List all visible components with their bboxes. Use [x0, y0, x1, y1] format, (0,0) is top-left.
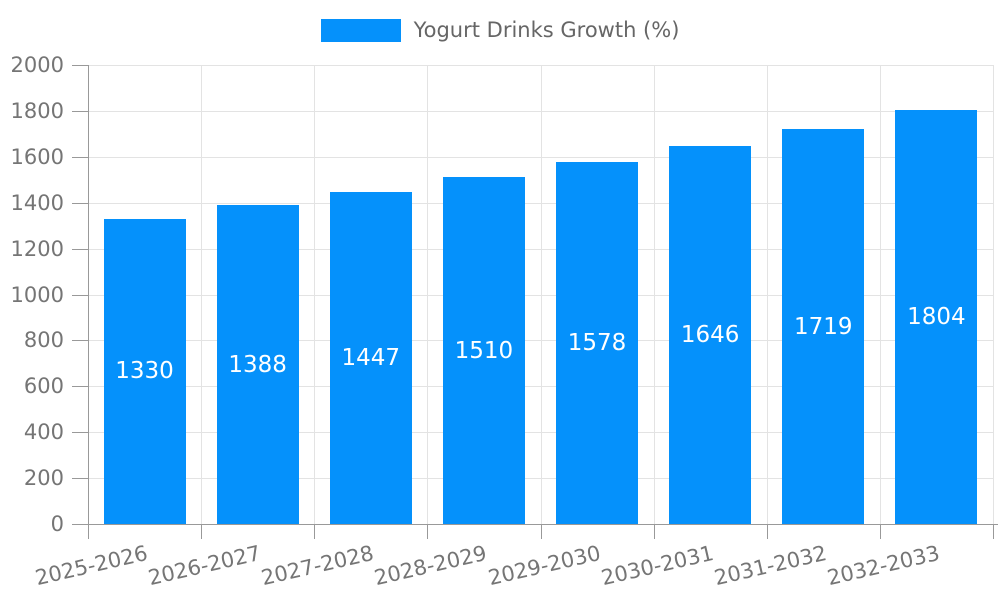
- y-tick: [72, 294, 88, 296]
- y-tick-label: 200: [23, 466, 64, 491]
- x-tick-label: 2025-2026: [33, 541, 150, 591]
- legend[interactable]: Yogurt Drinks Growth (%): [0, 18, 1000, 42]
- y-tick: [72, 340, 88, 342]
- y-tick: [72, 432, 88, 434]
- x-tick: [427, 524, 429, 539]
- x-grid-line: [540, 65, 542, 524]
- y-tick-label: 1200: [10, 236, 64, 261]
- y-tick-label: 1600: [10, 144, 64, 169]
- x-tick: [653, 524, 655, 539]
- x-tick-label: 2026-2027: [146, 541, 264, 591]
- legend-swatch-icon: [320, 18, 401, 42]
- x-grid-line: [993, 65, 994, 524]
- bar: [556, 161, 639, 524]
- x-grid-line: [314, 65, 316, 524]
- bar-value-label: 1388: [228, 351, 287, 378]
- x-grid-line: [653, 65, 655, 524]
- x-tick: [993, 524, 994, 539]
- y-axis-line: [88, 65, 89, 539]
- bar-value-label: 1646: [680, 322, 740, 349]
- x-grid-line: [201, 65, 203, 524]
- x-grid-line: [879, 65, 881, 524]
- y-tick-label: 2000: [10, 53, 64, 77]
- y-tick: [72, 248, 88, 250]
- x-grid-line: [766, 65, 768, 524]
- y-tick-label: 0: [50, 512, 64, 536]
- bar-value-label: 1330: [115, 358, 174, 385]
- y-tick-label: 1800: [10, 98, 64, 123]
- y-tick-label: 800: [23, 328, 64, 353]
- bar-value-label: 1719: [794, 313, 853, 340]
- bar: [442, 177, 525, 524]
- y-tick-label: 600: [23, 374, 64, 399]
- legend-label: Yogurt Drinks Growth (%): [413, 18, 680, 42]
- x-tick: [314, 524, 316, 539]
- x-axis-line: [88, 524, 998, 525]
- bar: [216, 205, 299, 524]
- y-tick: [72, 524, 88, 525]
- x-tick-label: 2027-2028: [259, 541, 377, 591]
- x-tick: [201, 524, 203, 539]
- x-tick: [879, 524, 881, 539]
- bar-value-label: 1804: [907, 303, 966, 330]
- y-tick: [72, 65, 88, 66]
- bar-value-label: 1578: [567, 329, 627, 356]
- y-tick: [72, 110, 88, 112]
- bar: [669, 146, 752, 524]
- x-tick-label: 2028-2029: [372, 541, 490, 591]
- x-tick-label: 2032-2033: [824, 541, 942, 591]
- x-tick-label: 2031-2032: [711, 541, 829, 591]
- x-tick-label: 2030-2031: [598, 541, 716, 591]
- bar-value-label: 1447: [341, 344, 401, 371]
- x-grid-line: [427, 65, 429, 524]
- y-tick: [72, 386, 88, 388]
- bar-value-label: 1510: [454, 337, 514, 364]
- y-tick-label: 400: [23, 420, 64, 445]
- y-tick: [72, 156, 88, 158]
- y-tick-label: 1000: [10, 282, 64, 307]
- bar: [103, 218, 186, 524]
- x-tick: [540, 524, 542, 539]
- y-tick: [72, 478, 88, 480]
- y-tick: [72, 202, 88, 204]
- bar: [329, 191, 412, 524]
- x-tick-label: 2029-2030: [485, 541, 603, 591]
- bar: [895, 109, 978, 524]
- x-tick: [766, 524, 768, 539]
- y-tick-label: 1400: [10, 190, 64, 215]
- bar: [782, 129, 865, 524]
